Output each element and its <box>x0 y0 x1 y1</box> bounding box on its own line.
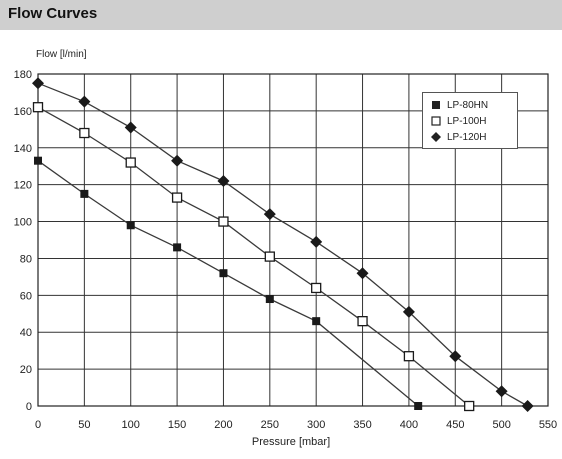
legend-label: LP-100H <box>447 115 487 127</box>
open-square-icon <box>431 116 441 126</box>
data-point-lp-100h <box>464 400 475 412</box>
data-point-lp-100h <box>125 157 136 168</box>
data-point-lp-120h <box>78 95 91 108</box>
x-tick-label: 500 <box>492 419 510 431</box>
x-tick-label: 300 <box>307 419 325 431</box>
filled-square-icon <box>432 101 440 109</box>
data-point-lp-100h <box>218 216 229 227</box>
data-point-lp-80hn <box>219 269 228 278</box>
data-point-lp-100h <box>79 127 90 139</box>
data-point-lp-120h <box>449 350 462 363</box>
x-tick-label: 0 <box>35 419 41 431</box>
y-tick-label: 20 <box>20 364 32 376</box>
y-tick-label: 160 <box>14 106 32 118</box>
data-point-lp-120h <box>402 305 415 318</box>
legend-item-lp80hn: LP-80HN <box>429 97 517 113</box>
chart-legend: LP-80HN LP-100H LP-120H <box>422 92 518 149</box>
x-axis-label-text: Pressure [mbar] <box>251 436 331 448</box>
data-point-lp-120h <box>356 267 369 280</box>
data-point-lp-100h <box>311 282 322 294</box>
y-axis-label: Flow [l/min] <box>36 49 87 60</box>
y-tick-label: 140 <box>14 143 32 155</box>
x-tick-label: 400 <box>400 419 418 431</box>
data-point-lp-100h <box>264 251 275 262</box>
data-point-lp-80hn <box>414 402 423 410</box>
data-point-lp-120h <box>495 385 508 398</box>
x-tick-label: 450 <box>446 419 464 431</box>
series-line-lp-100h <box>37 106 470 407</box>
x-axis-label: Pressure [mbar] <box>0 436 562 448</box>
data-point-lp-120h <box>521 400 534 412</box>
data-point-lp-120h <box>310 235 323 248</box>
data-point-lp-100h <box>171 192 183 203</box>
x-tick-label: 150 <box>168 419 186 431</box>
data-point-lp-120h <box>32 77 44 90</box>
series-line-lp-120h <box>37 82 528 407</box>
y-tick-label: 0 <box>26 401 32 413</box>
x-tick-label: 200 <box>214 419 232 431</box>
x-tick-label: 550 <box>539 419 557 431</box>
legend-item-lp120h: LP-120H <box>429 129 517 145</box>
y-tick-label: 120 <box>14 180 32 192</box>
y-tick-label: 80 <box>20 253 32 265</box>
section-header: Flow Curves <box>0 0 562 30</box>
data-point-lp-80hn <box>80 189 89 198</box>
data-point-lp-120h <box>217 174 230 187</box>
data-point-lp-80hn <box>34 156 42 165</box>
filled-diamond-icon <box>431 132 441 142</box>
series-line-lp-80hn <box>37 160 419 407</box>
x-tick-label: 100 <box>122 419 140 431</box>
data-point-lp-100h <box>32 102 44 113</box>
data-point-lp-80hn <box>265 295 274 304</box>
y-tick-label: 180 <box>14 69 32 81</box>
data-point-lp-120h <box>263 208 276 221</box>
data-point-lp-100h <box>357 316 368 327</box>
y-tick-label: 40 <box>20 327 32 339</box>
y-tick-label: 60 <box>20 290 32 302</box>
data-point-lp-80hn <box>312 317 321 326</box>
section-title: Flow Curves <box>8 5 98 22</box>
x-tick-label: 50 <box>78 419 90 431</box>
x-tick-label: 350 <box>353 419 371 431</box>
plot-border <box>37 73 549 407</box>
legend-item-lp100h: LP-100H <box>429 113 517 129</box>
x-tick-label: 250 <box>261 419 279 431</box>
data-point-lp-120h <box>171 154 184 167</box>
legend-label: LP-120H <box>447 131 487 143</box>
data-point-lp-100h <box>403 351 415 362</box>
data-point-lp-80hn <box>126 221 135 230</box>
data-point-lp-80hn <box>173 243 182 252</box>
legend-label: LP-80HN <box>447 99 489 111</box>
y-tick-label: 100 <box>14 217 32 229</box>
data-point-lp-120h <box>124 121 137 134</box>
